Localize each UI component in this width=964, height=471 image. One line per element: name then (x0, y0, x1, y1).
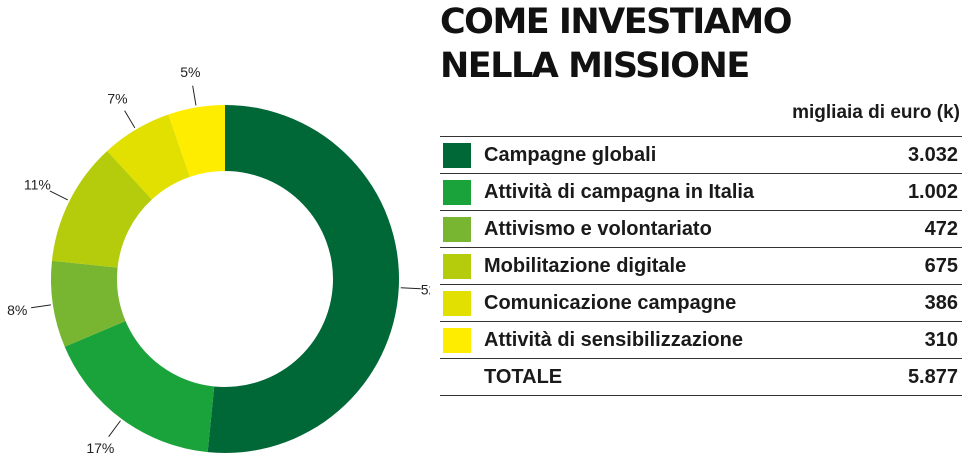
donut-slice (64, 321, 215, 453)
leader-line (400, 287, 421, 290)
legend-label: Attivismo e volontariato (484, 217, 712, 240)
legend-swatch (443, 216, 471, 242)
total-value: 5.877 (907, 365, 958, 388)
legend-row: Campagne globali 3.032 (440, 137, 962, 174)
legend-swatch (443, 253, 471, 279)
total-row: TOTALE 5.877 (440, 359, 962, 396)
legend-value: 675 (924, 254, 958, 277)
legend-swatch (443, 290, 471, 316)
leader-line (31, 304, 51, 309)
legend-value: 3.032 (907, 143, 958, 166)
leader-line (49, 190, 68, 201)
percent-label: 7% (107, 91, 127, 107)
legend-table: Campagne globali 3.032 Attività di campa… (440, 136, 962, 396)
legend-value: 310 (924, 328, 958, 351)
legend-label: Attività di campagna in Italia (484, 180, 755, 203)
leader-line (124, 110, 136, 129)
chart-title: COME INVESTIAMO NELLA MISSIONE (440, 0, 792, 88)
legend-value: 472 (924, 217, 958, 240)
percent-label: 11% (24, 177, 51, 193)
donut-slice (51, 260, 126, 347)
legend-row: Mobilitazione digitale 675 (440, 248, 962, 285)
donut-slice (51, 150, 152, 268)
legend-row: Attività di campagna in Italia 1.002 (440, 174, 962, 211)
legend-row: Comunicazione campagne 386 (440, 285, 962, 322)
unit-label: migliaia di euro (k) (792, 102, 960, 123)
legend-row: Attività di sensibilizzazione 310 (440, 322, 962, 359)
legend-value: 386 (924, 291, 958, 314)
legend-value: 1.002 (907, 180, 958, 203)
percent-label: 17% (86, 440, 114, 456)
title-line-1: COME INVESTIAMO (440, 2, 792, 42)
legend-swatch (443, 142, 471, 168)
title-line-2: NELLA MISSIONE (440, 46, 750, 86)
legend-label: Attività di sensibilizzazione (484, 328, 743, 351)
legend-label: Campagne globali (484, 143, 657, 166)
legend-swatch (443, 179, 471, 205)
donut-chart: 52% 17% 8% 11% 7% 5% (7, 64, 430, 456)
donut-slice (107, 114, 190, 200)
percent-label: 52% (421, 281, 430, 297)
total-label: TOTALE (484, 365, 563, 388)
percent-label: 5% (180, 64, 200, 80)
donut-slice (207, 105, 400, 453)
donut-slice (168, 105, 225, 177)
legend-row: Attivismo e volontariato 472 (440, 211, 962, 248)
leader-line (108, 420, 121, 438)
legend-label: Mobilitazione digitale (484, 254, 687, 277)
legend-label: Comunicazione campagne (484, 291, 737, 314)
leader-line (192, 85, 197, 106)
percent-label: 8% (7, 302, 27, 318)
legend-swatch (443, 327, 471, 353)
